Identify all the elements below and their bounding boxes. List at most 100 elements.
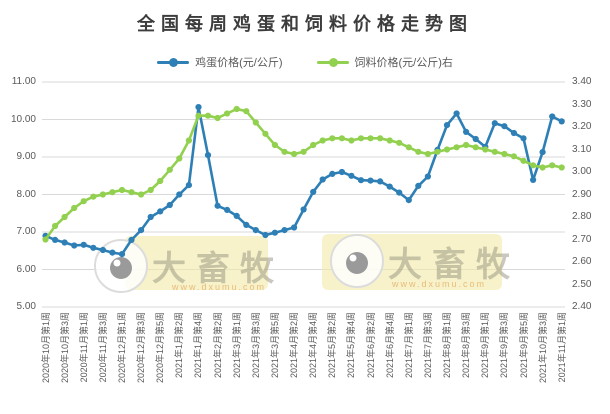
data-point-marker [224, 110, 231, 117]
left-axis-tick-label: 5.00 [16, 301, 36, 312]
data-point-marker [252, 227, 259, 234]
data-point-marker [453, 144, 460, 151]
data-point-marker [252, 119, 259, 126]
data-point-marker [558, 164, 565, 171]
egg-line-marker-icon [157, 57, 190, 67]
data-point-marker [281, 148, 288, 155]
data-point-marker [166, 201, 173, 209]
data-point-marker [338, 168, 345, 176]
data-point-marker [176, 191, 183, 198]
data-point-marker [204, 112, 212, 119]
data-point-marker [281, 227, 288, 234]
data-point-marker [386, 137, 393, 144]
data-point-marker [549, 162, 556, 169]
data-point-marker [90, 193, 97, 200]
data-point-marker [243, 221, 250, 228]
data-point-marker [348, 172, 355, 179]
chart-title: 全国每周鸡蛋和饲料价格走势图 [137, 14, 473, 34]
right-axis-tick-label: 3.20 [572, 121, 592, 132]
data-point-marker [520, 135, 527, 142]
data-point-marker [271, 229, 278, 236]
data-point-marker [338, 135, 345, 142]
data-point-marker [90, 244, 97, 251]
left-axis-tick-label: 6.00 [16, 263, 36, 275]
data-point-marker [491, 120, 498, 127]
legend-item-feed-price: 饲料价格(元/公斤)右 [316, 54, 453, 70]
data-point-marker [61, 239, 68, 246]
data-point-marker [300, 206, 307, 213]
right-axis-tick-label: 3.40 [572, 76, 592, 87]
feed-line-marker-icon [316, 57, 349, 67]
data-point-marker [405, 144, 412, 151]
data-point-marker [501, 123, 508, 130]
data-point-marker [377, 178, 384, 185]
data-point-marker [424, 173, 431, 180]
data-point-marker [482, 146, 489, 153]
data-point-marker [558, 118, 565, 125]
data-point-marker [396, 189, 403, 196]
series-lines [42, 104, 565, 258]
chart-legend: 鸡蛋价格(元/公斤) 饲料价格(元/公斤)右 [0, 54, 610, 70]
data-point-marker [80, 198, 87, 205]
data-point-marker [233, 105, 240, 113]
data-point-marker [348, 137, 355, 144]
left-axis-tick-label: 7.00 [16, 226, 36, 237]
data-point-marker [61, 213, 68, 221]
data-point-marker [243, 108, 250, 115]
right-axis-tick-label: 2.50 [572, 278, 592, 290]
data-point-marker [510, 129, 517, 137]
legend-item-egg-price: 鸡蛋价格(元/公斤) [157, 54, 283, 70]
data-point-marker [147, 213, 154, 221]
left-axis-tick-label: 9.00 [16, 151, 36, 162]
data-point-marker [501, 150, 508, 158]
data-point-marker [310, 141, 317, 149]
watermark-site-url: www.dxumu.com [391, 279, 486, 289]
data-point-marker [443, 146, 451, 153]
data-point-marker [271, 141, 278, 149]
data-point-marker [434, 148, 441, 155]
data-point-marker [453, 110, 460, 117]
data-point-marker [185, 137, 192, 144]
data-point-marker [319, 176, 326, 183]
data-point-marker [204, 152, 212, 159]
data-point-marker [157, 208, 164, 215]
data-point-marker [357, 177, 365, 184]
data-point-marker [128, 189, 135, 196]
right-axis-tick-label: 2.40 [572, 301, 592, 312]
data-point-marker [224, 206, 231, 213]
data-point-marker [42, 236, 49, 243]
data-point-marker [549, 113, 556, 120]
data-point-marker [415, 182, 422, 189]
data-point-marker [319, 137, 326, 144]
data-point-marker [310, 188, 317, 195]
data-point-marker [166, 166, 173, 173]
data-point-marker [128, 236, 135, 243]
data-point-marker [424, 150, 431, 158]
watermark: 大畜牧 www.dxumu.com [94, 236, 274, 293]
left-axis-tick-label: 11.00 [11, 76, 36, 87]
data-point-marker [367, 177, 374, 184]
data-point-marker [262, 231, 269, 239]
data-point-marker [80, 241, 87, 248]
watermark: 大畜牧 www.dxumu.com [322, 234, 520, 290]
data-point-marker [472, 144, 479, 151]
data-point-marker [262, 130, 269, 137]
data-point-marker [415, 148, 422, 155]
data-point-marker [147, 186, 154, 194]
data-point-marker [185, 182, 192, 189]
right-axis-tick-label: 3.30 [572, 98, 592, 110]
data-point-marker [472, 135, 479, 143]
right-axis-tick-label: 3.10 [572, 143, 592, 155]
right-axis-tick-label: 3.00 [572, 166, 592, 177]
watermark-site-name: 大畜牧 [388, 245, 520, 284]
right-axis-tick-label: 2.70 [572, 233, 592, 245]
data-point-marker [118, 186, 126, 194]
data-point-marker [405, 197, 412, 204]
data-point-marker [377, 135, 384, 142]
data-point-marker [109, 249, 116, 256]
data-point-marker [99, 246, 106, 254]
data-point-marker [71, 242, 78, 249]
data-point-marker [291, 150, 298, 158]
left-axis-tick-label: 10.00 [10, 113, 36, 125]
